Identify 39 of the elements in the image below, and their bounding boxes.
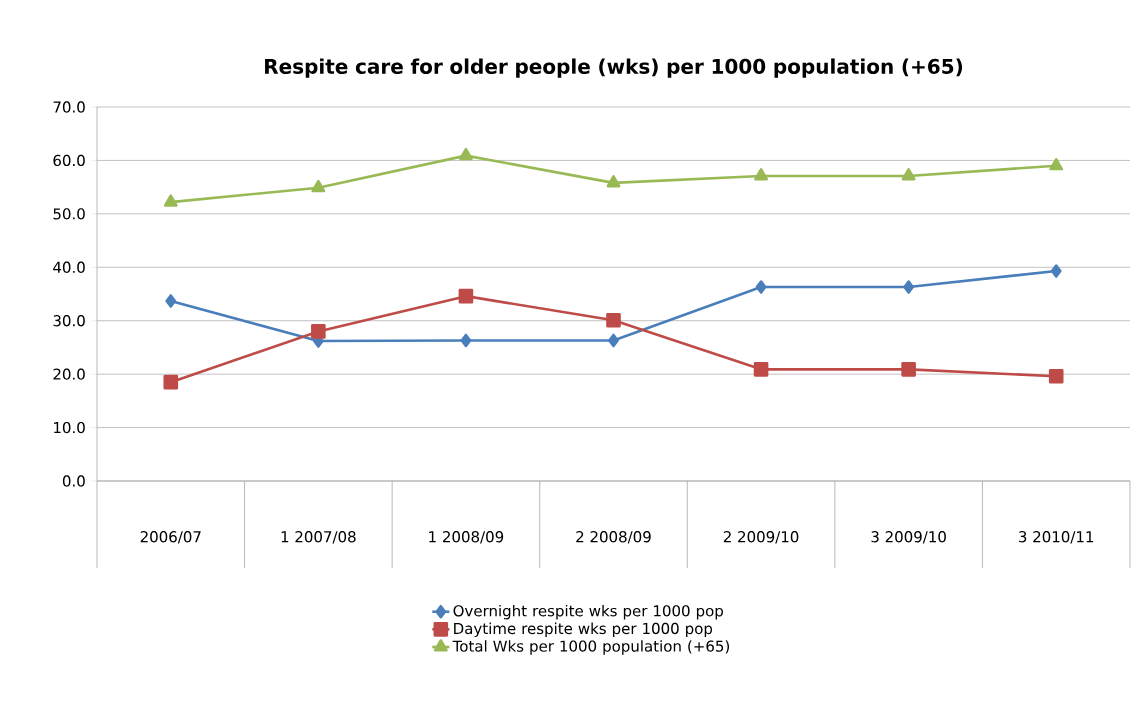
chart-title: Respite care for older people (wks) per 1000 population (+65) bbox=[265, 58, 963, 78]
point bbox=[753, 362, 769, 377]
x-tick-label: 2 2009/10 bbox=[723, 531, 799, 544]
y-tick-label: 20.0 bbox=[53, 368, 85, 380]
y-tick-label: 30.0 bbox=[53, 315, 85, 327]
x-tick-label: 3 2009/10 bbox=[871, 531, 946, 544]
point bbox=[163, 194, 178, 207]
point bbox=[163, 374, 179, 390]
x-tick-label: 3 2010/11 bbox=[1019, 531, 1094, 544]
point bbox=[754, 168, 768, 181]
y-tick-label: 10.0 bbox=[54, 421, 85, 434]
x-tick-label: 2006/07 bbox=[140, 531, 201, 544]
point bbox=[165, 294, 177, 308]
point bbox=[1048, 368, 1064, 384]
legend-label: Daytime respite wks per 1000 pop bbox=[454, 622, 713, 638]
point bbox=[606, 312, 621, 328]
point bbox=[608, 333, 619, 348]
point bbox=[901, 168, 916, 181]
x-tick-label: 1 2007/08 bbox=[281, 531, 356, 544]
point bbox=[901, 362, 916, 377]
x-tick-label: 2 2008/09 bbox=[576, 531, 651, 544]
legend-label: Total Wks per 1000 population (+65) bbox=[452, 640, 730, 655]
point bbox=[1050, 264, 1062, 278]
point bbox=[1049, 157, 1064, 171]
y-tick-label: 70.0 bbox=[53, 101, 85, 113]
point bbox=[606, 175, 621, 188]
point bbox=[903, 280, 915, 294]
y-tick-label: 60.0 bbox=[53, 154, 85, 167]
y-tick-label: 50.0 bbox=[53, 208, 85, 220]
point bbox=[755, 280, 767, 294]
legend-label: Overnight respite wks per 1000 pop bbox=[453, 604, 723, 620]
y-tick-label: 0.0 bbox=[62, 475, 85, 487]
x-tick-label: 1 2008/09 bbox=[429, 531, 504, 544]
point bbox=[460, 333, 472, 348]
point bbox=[311, 324, 326, 339]
point bbox=[458, 147, 473, 161]
point bbox=[458, 288, 474, 304]
point bbox=[311, 179, 326, 193]
y-tick-label: 40.0 bbox=[53, 261, 85, 273]
